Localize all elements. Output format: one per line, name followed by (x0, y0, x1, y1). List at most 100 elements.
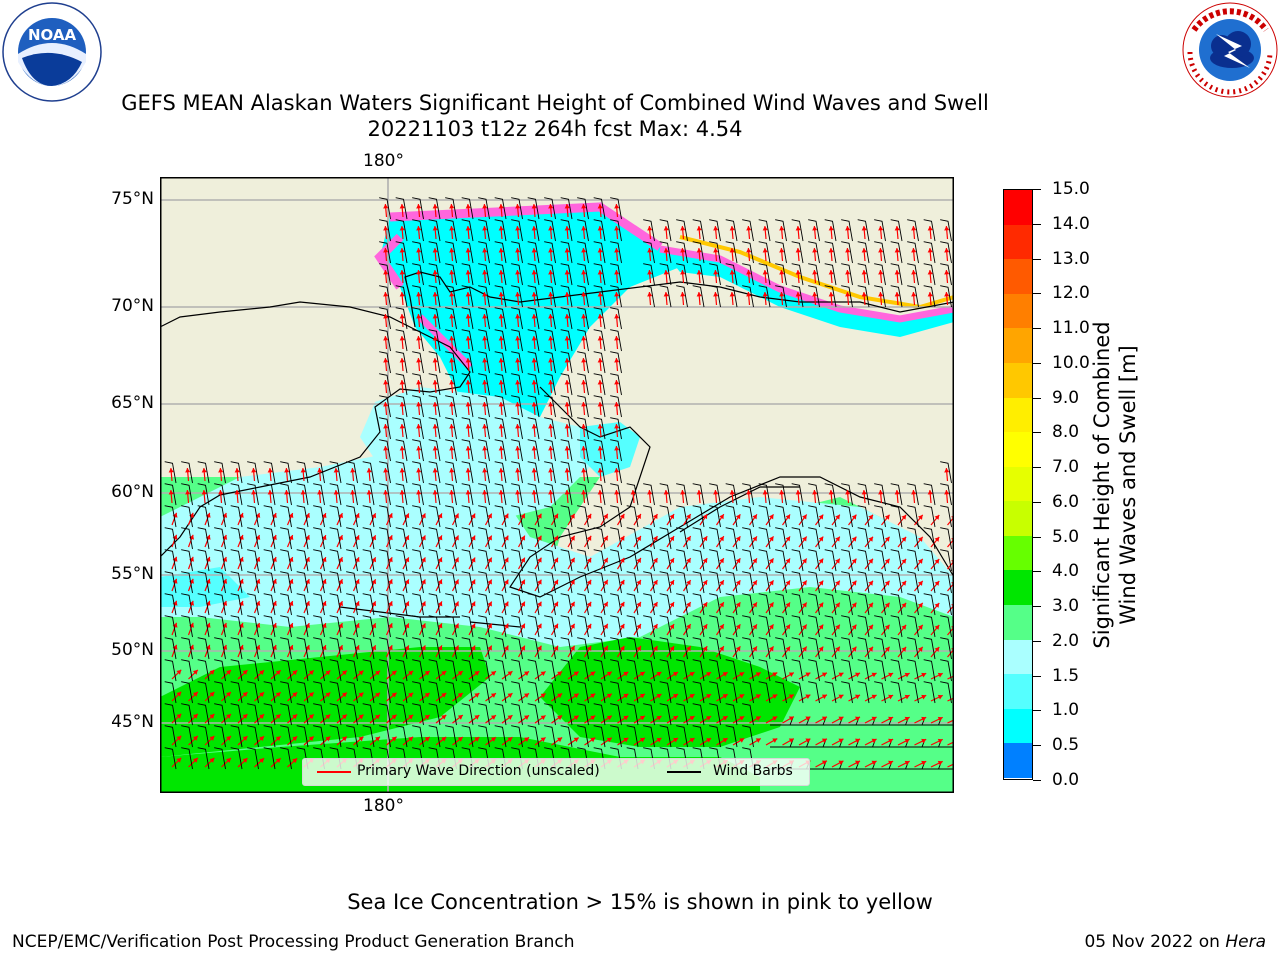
wind-barb (164, 681, 177, 704)
wave-direction-arrowhead (292, 692, 298, 698)
wind-barb (923, 571, 936, 594)
wind-barb (395, 461, 408, 484)
wave-direction-arrowhead (441, 714, 447, 720)
wave-direction-arrowhead (531, 336, 537, 341)
wave-direction-arrowhead (371, 601, 377, 607)
wave-direction-arrowhead (614, 380, 620, 385)
wind-barb (511, 659, 523, 682)
colorbar-tick-mark (1033, 780, 1041, 781)
wind-barb (577, 593, 589, 616)
wind-barb (478, 197, 490, 220)
wave-direction-arrowhead (275, 758, 281, 764)
wave-direction-arrowhead (570, 557, 575, 563)
colorbar-tick-mark (1033, 467, 1041, 469)
wave-direction-arrowhead (404, 645, 410, 651)
wave-direction-arrowhead (623, 693, 629, 699)
wind-barb (313, 483, 325, 506)
wave-direction-arrowhead (614, 424, 620, 429)
wind-barb (395, 703, 408, 726)
wind-barb (643, 483, 655, 506)
wave-direction-arrowhead (292, 670, 298, 676)
wind-barb (577, 681, 589, 704)
wind-barb (511, 263, 523, 286)
colorbar-tick-mark (1033, 397, 1041, 399)
wind-barb (197, 549, 210, 572)
wave-direction-arrowhead (921, 672, 927, 678)
wind-barb (329, 549, 342, 572)
wind-barb (593, 593, 606, 616)
wind-barb (445, 263, 457, 286)
wind-barb (791, 615, 804, 638)
wave-direction-arrowhead (338, 579, 343, 585)
wave-direction-arrowhead (878, 248, 884, 253)
wind-barb (412, 417, 424, 440)
wind-barb (742, 725, 754, 748)
wave-direction-arrowhead (586, 579, 592, 585)
wave-direction-arrowhead (636, 557, 641, 563)
wave-direction-arrowhead (387, 623, 393, 629)
wind-barb (940, 527, 952, 550)
wind-barb (742, 571, 754, 594)
wind-barb (725, 219, 738, 242)
wind-barb (874, 659, 886, 682)
wind-barb (395, 241, 408, 264)
wind-barb (445, 197, 457, 220)
wind-barb (808, 505, 820, 528)
wave-direction-arrowhead (802, 602, 807, 608)
wave-direction-arrowhead (672, 694, 678, 699)
wave-direction-arrowhead (515, 248, 521, 253)
wave-direction-arrowhead (821, 694, 827, 700)
wind-barb (577, 241, 589, 264)
wave-direction-arrowhead (603, 535, 608, 541)
wave-direction-arrowhead (937, 672, 943, 678)
wave-direction-arrowhead (338, 645, 343, 651)
wind-barb (742, 615, 754, 638)
wave-direction-arrowhead (383, 358, 389, 363)
wave-direction-arrowhead (432, 358, 438, 363)
wave-direction-arrowhead (597, 314, 603, 319)
wave-direction-arrowhead (686, 624, 691, 630)
wave-direction-arrowhead (487, 601, 492, 607)
wind-barb (841, 681, 853, 704)
wave-direction-arrowhead (768, 558, 774, 564)
wave-direction-arrowhead (465, 226, 471, 231)
wave-direction-arrowhead (570, 535, 575, 541)
wind-barb (725, 571, 738, 594)
wave-direction-arrowhead (201, 468, 207, 473)
wave-direction-arrowhead (404, 601, 410, 607)
wave-direction-arrowhead (176, 713, 182, 719)
wind-barb (560, 197, 573, 220)
wave-direction-arrowhead (487, 579, 492, 585)
wave-direction-arrowhead (746, 226, 752, 231)
wave-direction-arrowhead (597, 490, 603, 495)
wind-barb (395, 219, 408, 242)
wind-barb (461, 593, 474, 616)
wave-direction-arrowhead (399, 292, 405, 297)
wind-barb (808, 549, 820, 572)
wind-barb (478, 725, 490, 748)
wind-barb (643, 549, 655, 572)
wind-barb (445, 703, 457, 726)
wind-barb (560, 505, 573, 528)
wind-barb (659, 549, 672, 572)
wind-barb (577, 637, 589, 660)
wave-direction-arrowhead (868, 646, 873, 652)
wave-direction-arrowhead (383, 314, 389, 319)
wind-barb (857, 681, 870, 704)
wave-direction-arrowhead (399, 204, 405, 209)
wind-barb (544, 571, 556, 594)
wind-barb (494, 439, 507, 462)
wave-direction-arrowhead (305, 601, 310, 607)
wind-barb (709, 681, 721, 704)
wave-direction-arrowhead (894, 292, 900, 297)
wave-direction-arrowhead (878, 270, 884, 275)
wind-barb (560, 307, 573, 330)
wind-barb (230, 659, 243, 682)
wind-barb (280, 637, 292, 660)
wave-direction-arrowhead (590, 715, 596, 721)
wave-direction-arrowhead (540, 737, 546, 743)
wave-direction-arrowhead (878, 490, 884, 495)
wind-barb (164, 725, 177, 748)
wave-direction-arrowhead (408, 714, 414, 720)
wave-direction-arrowhead (619, 601, 625, 607)
